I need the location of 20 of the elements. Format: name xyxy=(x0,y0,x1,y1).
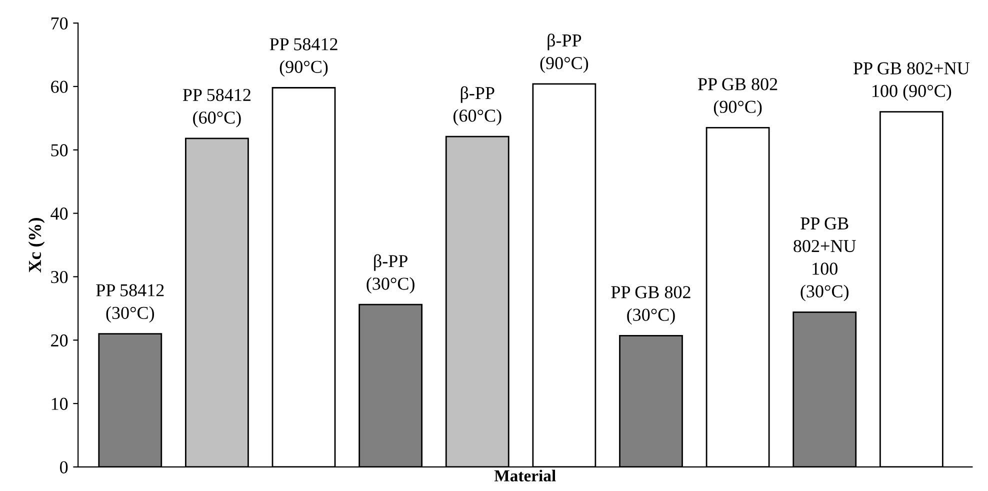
x-tick-label: PP GB 802+NU 100 (30°C) xyxy=(794,217,856,302)
y-tick-label: 0 xyxy=(60,461,68,474)
y-tick-label: 10 xyxy=(52,398,68,410)
y-tick-label: 20 xyxy=(51,334,68,347)
y-axis-title: Xc (%) xyxy=(28,218,45,272)
y-tick-label: 70 xyxy=(51,17,68,30)
x-tick-label: PP GB 802 (30°C) xyxy=(611,286,690,325)
x-tick-label: PP GB 802+NU 100 (90°C) xyxy=(854,62,970,101)
y-tick-label: 40 xyxy=(50,208,68,220)
x-tick-label: PP 58412 (60°C) xyxy=(182,88,250,128)
y-tick-label: 30 xyxy=(51,270,68,284)
x-tick-label: PP 58412 (30°C) xyxy=(96,284,164,323)
x-tick-label: PP 58412 (90°C) xyxy=(270,38,338,77)
x-tick-label: PP GB 802 (90°C) xyxy=(698,78,778,117)
y-tick-label: 50 xyxy=(51,144,68,156)
x-axis-title: Material xyxy=(494,470,556,482)
x-tick-label: β-PP (30°C) xyxy=(366,254,414,294)
x-tick-label: β-PP (60°C) xyxy=(454,86,502,126)
y-tick-label: 60 xyxy=(51,80,68,93)
x-tick-label: β-PP (90°C) xyxy=(540,34,588,73)
